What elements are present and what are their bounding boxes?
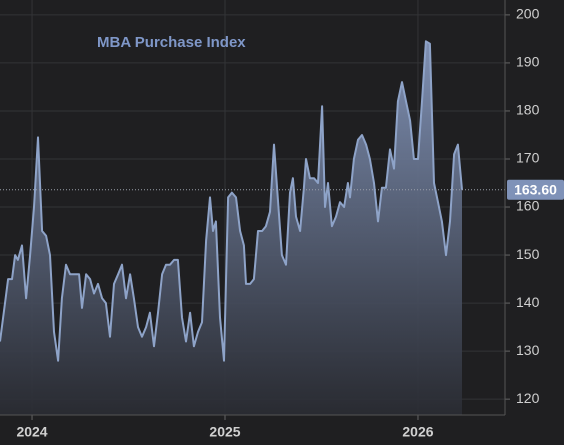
y-tick-label: 160 (516, 198, 540, 214)
line (0, 40, 463, 362)
y-tick-label: 150 (516, 246, 540, 262)
y-tick-label: 190 (516, 54, 540, 70)
y-tick-label: 170 (516, 150, 540, 166)
y-tick-label: 200 (516, 6, 540, 22)
last-value-tag (507, 179, 564, 200)
x-tick-label: 2024 (16, 424, 47, 440)
y-tick-label: 140 (516, 294, 540, 310)
x-tick-label: 2026 (402, 424, 433, 440)
y-tick-label: 130 (516, 342, 540, 358)
y-tick-label: 180 (516, 102, 540, 118)
x-tick-label: 2025 (209, 424, 240, 440)
area-fill (0, 41, 462, 416)
marks (0, 40, 505, 416)
y-tick-label: 120 (516, 390, 540, 406)
chart-title: MBA Purchase Index (97, 34, 246, 51)
last-value-label: 163.60 (514, 181, 557, 197)
